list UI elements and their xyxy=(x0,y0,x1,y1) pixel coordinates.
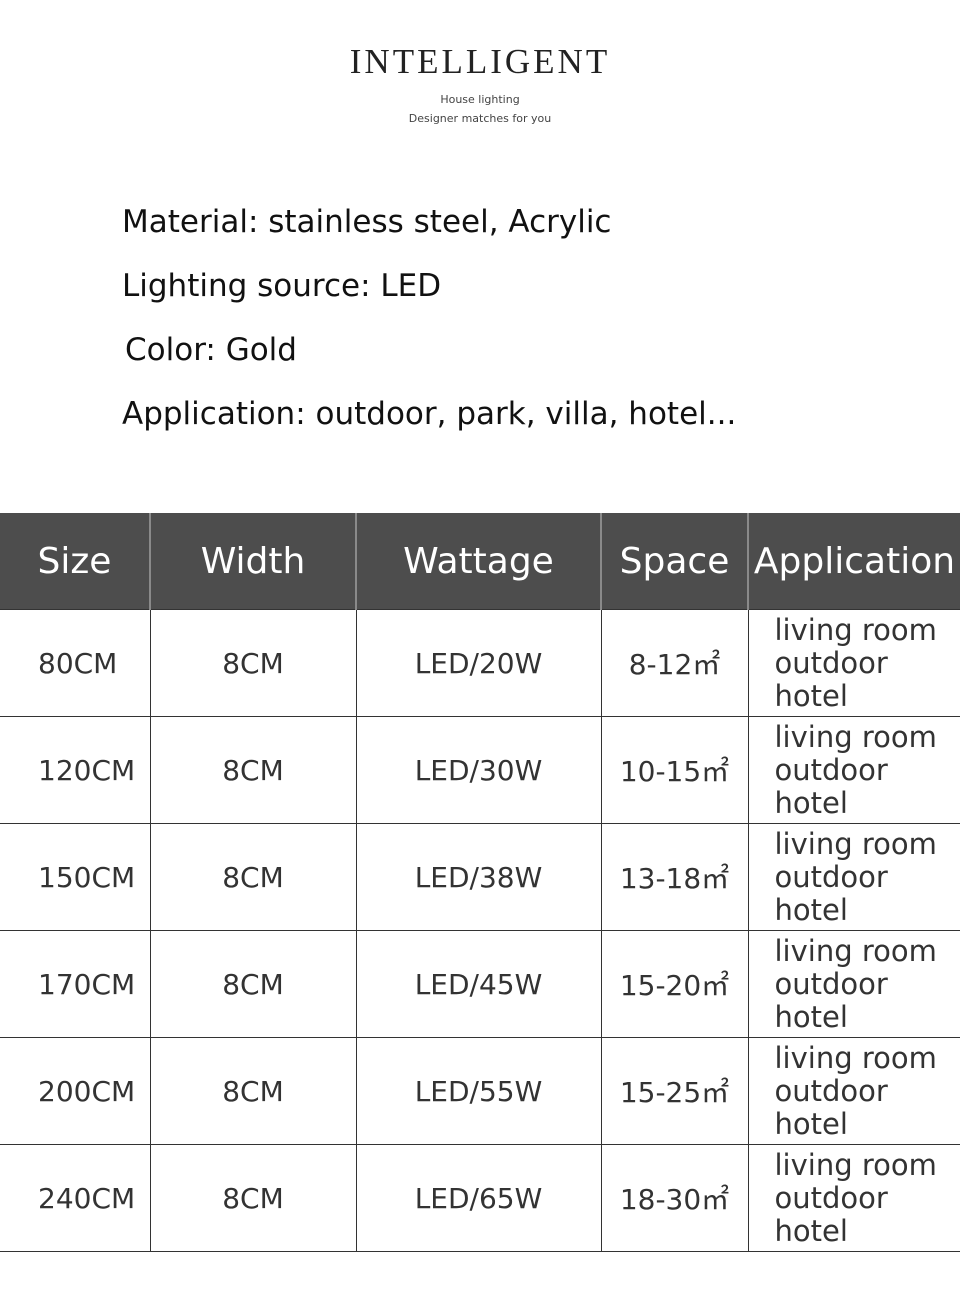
application-item: hotel xyxy=(774,892,848,927)
spec-material: Material: stainless steel, Acrylic xyxy=(122,204,612,240)
cell-size: 80CM xyxy=(0,609,151,717)
application-item: living room xyxy=(774,826,937,861)
table-row: 200CM 8CM LED/55W 15-25㎡ living room outdoor h… xyxy=(0,1037,960,1145)
cell-wattage: LED/65W xyxy=(355,1144,602,1252)
cell-wattage: LED/30W xyxy=(355,716,602,824)
cell-size: 170CM xyxy=(0,930,151,1038)
cell-space: 8-12㎡ xyxy=(600,609,749,717)
column-header-application: Application xyxy=(747,513,960,610)
application-item: living room xyxy=(774,719,937,754)
cell-wattage: LED/20W xyxy=(355,609,602,717)
column-header-wattage: Wattage xyxy=(355,513,601,610)
cell-application: living room outdoor hotel xyxy=(747,716,960,824)
cell-width: 8CM xyxy=(149,609,357,717)
cell-width: 8CM xyxy=(149,930,357,1038)
column-header-size: Size xyxy=(0,513,150,610)
cell-width: 8CM xyxy=(149,1037,357,1145)
application-item: hotel xyxy=(774,1106,848,1141)
cell-size: 150CM xyxy=(0,823,151,931)
cell-application: living room outdoor hotel xyxy=(747,609,960,717)
application-item: hotel xyxy=(774,999,848,1034)
application-item: living room xyxy=(774,1147,937,1182)
tagline-designer: Designer matches for you xyxy=(408,112,552,125)
cell-size: 120CM xyxy=(0,716,151,824)
application-item: living room xyxy=(774,1040,937,1075)
spec-application: Application: outdoor, park, villa, hotel… xyxy=(122,396,737,432)
application-item: outdoor xyxy=(774,859,888,894)
cell-wattage: LED/38W xyxy=(355,823,602,931)
application-item: living room xyxy=(774,612,937,647)
cell-space: 15-20㎡ xyxy=(600,930,749,1038)
cell-space: 13-18㎡ xyxy=(600,823,749,931)
application-item: living room xyxy=(774,933,937,968)
column-header-width: Width xyxy=(149,513,356,610)
table-row: 170CM 8CM LED/45W 15-20㎡ living room outdoor h… xyxy=(0,930,960,1038)
application-item: hotel xyxy=(774,785,848,820)
cell-size: 240CM xyxy=(0,1144,151,1252)
cell-size: 200CM xyxy=(0,1037,151,1145)
tagline-house-lighting: House lighting xyxy=(440,93,520,106)
application-item: outdoor xyxy=(774,1073,888,1108)
cell-wattage: LED/55W xyxy=(355,1037,602,1145)
application-item: hotel xyxy=(774,1213,848,1248)
cell-application: living room outdoor hotel xyxy=(747,823,960,931)
application-item: hotel xyxy=(774,678,848,713)
cell-width: 8CM xyxy=(149,823,357,931)
cell-space: 10-15㎡ xyxy=(600,716,749,824)
table-row: 80CM 8CM LED/20W 8-12㎡ living room outdoor hot… xyxy=(0,609,960,717)
application-item: outdoor xyxy=(774,1180,888,1215)
cell-wattage: LED/45W xyxy=(355,930,602,1038)
cell-width: 8CM xyxy=(149,1144,357,1252)
cell-space: 18-30㎡ xyxy=(600,1144,749,1252)
brand-title: INTELLIGENT xyxy=(349,42,611,81)
table-row: 150CM 8CM LED/38W 13-18㎡ living room outdoor h… xyxy=(0,823,960,931)
spec-table: Size Width Wattage Space Application 80C… xyxy=(0,513,960,1252)
spec-lighting-source: Lighting source: LED xyxy=(122,268,442,304)
cell-application: living room outdoor hotel xyxy=(747,1144,960,1252)
table-row: 120CM 8CM LED/30W 10-15㎡ living room outdoor h… xyxy=(0,716,960,824)
column-header-space: Space xyxy=(600,513,748,610)
table-header-row: Size Width Wattage Space Application xyxy=(0,513,960,610)
table-row: 240CM 8CM LED/65W 18-30㎡ living room outdoor h… xyxy=(0,1144,960,1252)
cell-application: living room outdoor hotel xyxy=(747,930,960,1038)
spec-color: Color: Gold xyxy=(125,332,297,368)
application-item: outdoor xyxy=(774,752,888,787)
application-item: outdoor xyxy=(774,966,888,1001)
cell-application: living room outdoor hotel xyxy=(747,1037,960,1145)
application-item: outdoor xyxy=(774,645,888,680)
cell-width: 8CM xyxy=(149,716,357,824)
cell-space: 15-25㎡ xyxy=(600,1037,749,1145)
